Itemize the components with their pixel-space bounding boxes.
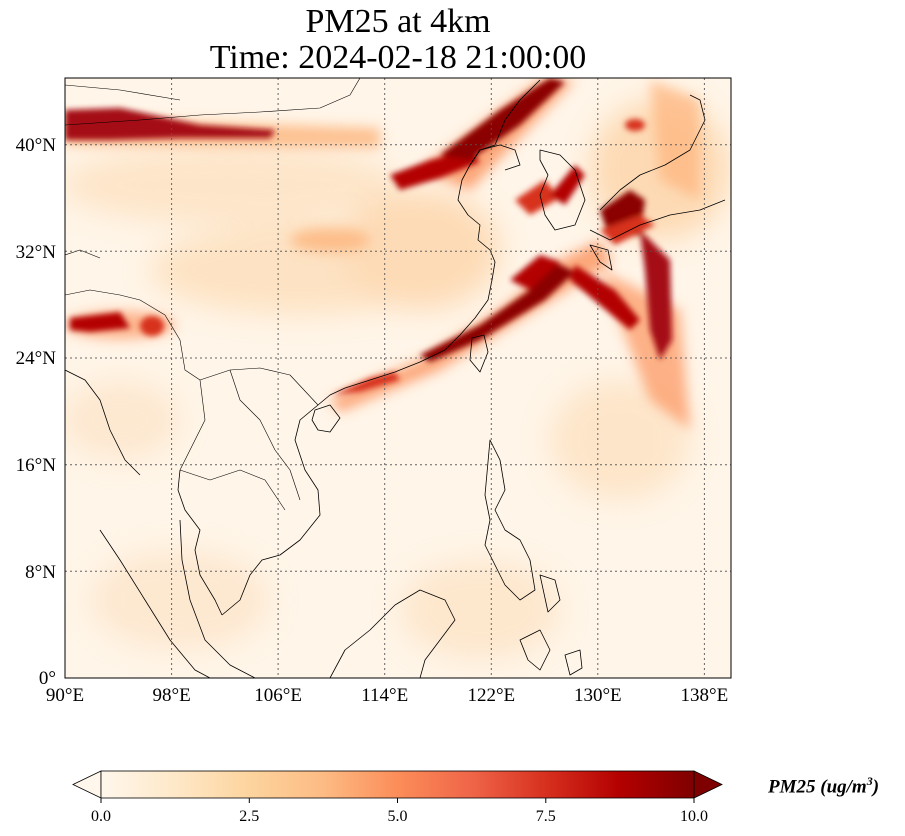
pm25-field — [65, 78, 731, 678]
lon-tick-6: 138°E — [681, 685, 729, 706]
title-line-2: Time: 2024-02-18 21:00:00 — [209, 39, 587, 76]
coastlines — [65, 78, 726, 678]
colorbar-extend-max — [693, 770, 723, 799]
colorbar-tick-1: 2.5 — [239, 808, 259, 825]
gridlines — [65, 78, 731, 678]
lat-tick-0: 40°N — [16, 135, 57, 156]
title-line-1: PM25 at 4km — [305, 3, 491, 40]
colorbar-title: PM25 (ug/m3) — [768, 774, 879, 798]
lon-tick-0: 90°E — [46, 685, 84, 706]
lat-tick-3: 16°N — [16, 455, 57, 476]
lon-tick-2: 106°E — [254, 685, 302, 706]
colorbar-tick-0: 0.0 — [91, 808, 111, 825]
lat-tick-2: 24°N — [16, 348, 57, 369]
lon-tick-5: 130°E — [574, 685, 622, 706]
lat-tick-4: 8°N — [25, 562, 56, 583]
lat-tick-5: 0° — [39, 668, 56, 689]
colorbar-gradient — [100, 770, 695, 799]
lon-tick-4: 122°E — [467, 685, 515, 706]
map-title: PM25 at 4km Time: 2024-02-18 21:00:00 — [65, 4, 731, 76]
colorbar-title-end: ) — [872, 776, 880, 798]
colorbar-tick-4: 10.0 — [680, 808, 708, 825]
colorbar: 0.0 2.5 5.0 7.5 10.0 — [72, 770, 723, 825]
colorbar-extend-min — [72, 770, 102, 799]
colorbar-title-sup: 3 — [866, 774, 873, 788]
colorbar-tick-2: 5.0 — [388, 808, 408, 825]
colorbar-title-main: PM25 (ug/m — [768, 776, 867, 798]
colorbar-tick-3: 7.5 — [536, 808, 556, 825]
lat-tick-1: 32°N — [16, 242, 57, 263]
map-frame — [64, 77, 732, 679]
lon-tick-1: 98°E — [152, 685, 190, 706]
lon-tick-3: 114°E — [361, 685, 408, 706]
lon-tick-labels: 90°E 98°E 106°E 114°E 122°E 130°E 138°E — [46, 685, 728, 706]
lat-tick-labels: 40°N 32°N 24°N 16°N 8°N 0° — [16, 135, 57, 689]
